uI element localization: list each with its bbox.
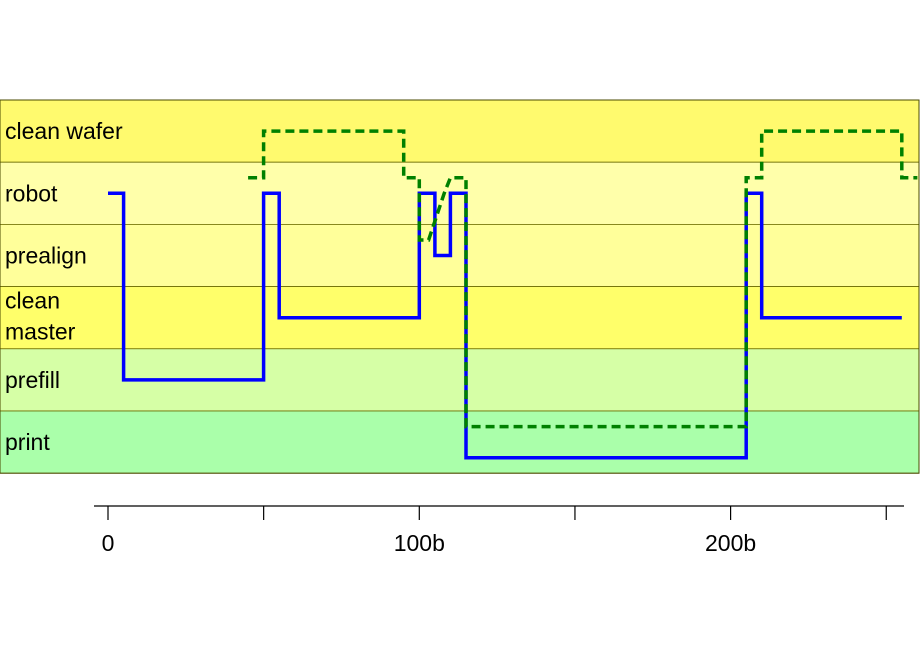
swimlane-backgrounds bbox=[0, 99, 920, 474]
series-lines bbox=[108, 129, 918, 460]
lane-label: robot bbox=[5, 180, 58, 206]
x-tick-label: 0 bbox=[102, 530, 115, 556]
lane-band-print bbox=[0, 410, 920, 474]
lane-band-prealign bbox=[0, 223, 920, 287]
lane-label: clean master bbox=[5, 288, 76, 345]
swimlane-labels: clean wafer robot prealign clean master prefi… bbox=[5, 118, 123, 455]
x-tick-label: 200b bbox=[705, 530, 756, 556]
lane-label: prefill bbox=[5, 367, 60, 393]
lane-label: print bbox=[5, 429, 50, 455]
x-axis: 0 100b 200b bbox=[94, 505, 904, 556]
series-line-2 bbox=[248, 129, 918, 429]
lane-label: clean wafer bbox=[5, 118, 123, 144]
lane-label: prealign bbox=[5, 243, 87, 269]
plot-frame bbox=[0, 99, 920, 474]
x-tick-label: 100b bbox=[394, 530, 445, 556]
